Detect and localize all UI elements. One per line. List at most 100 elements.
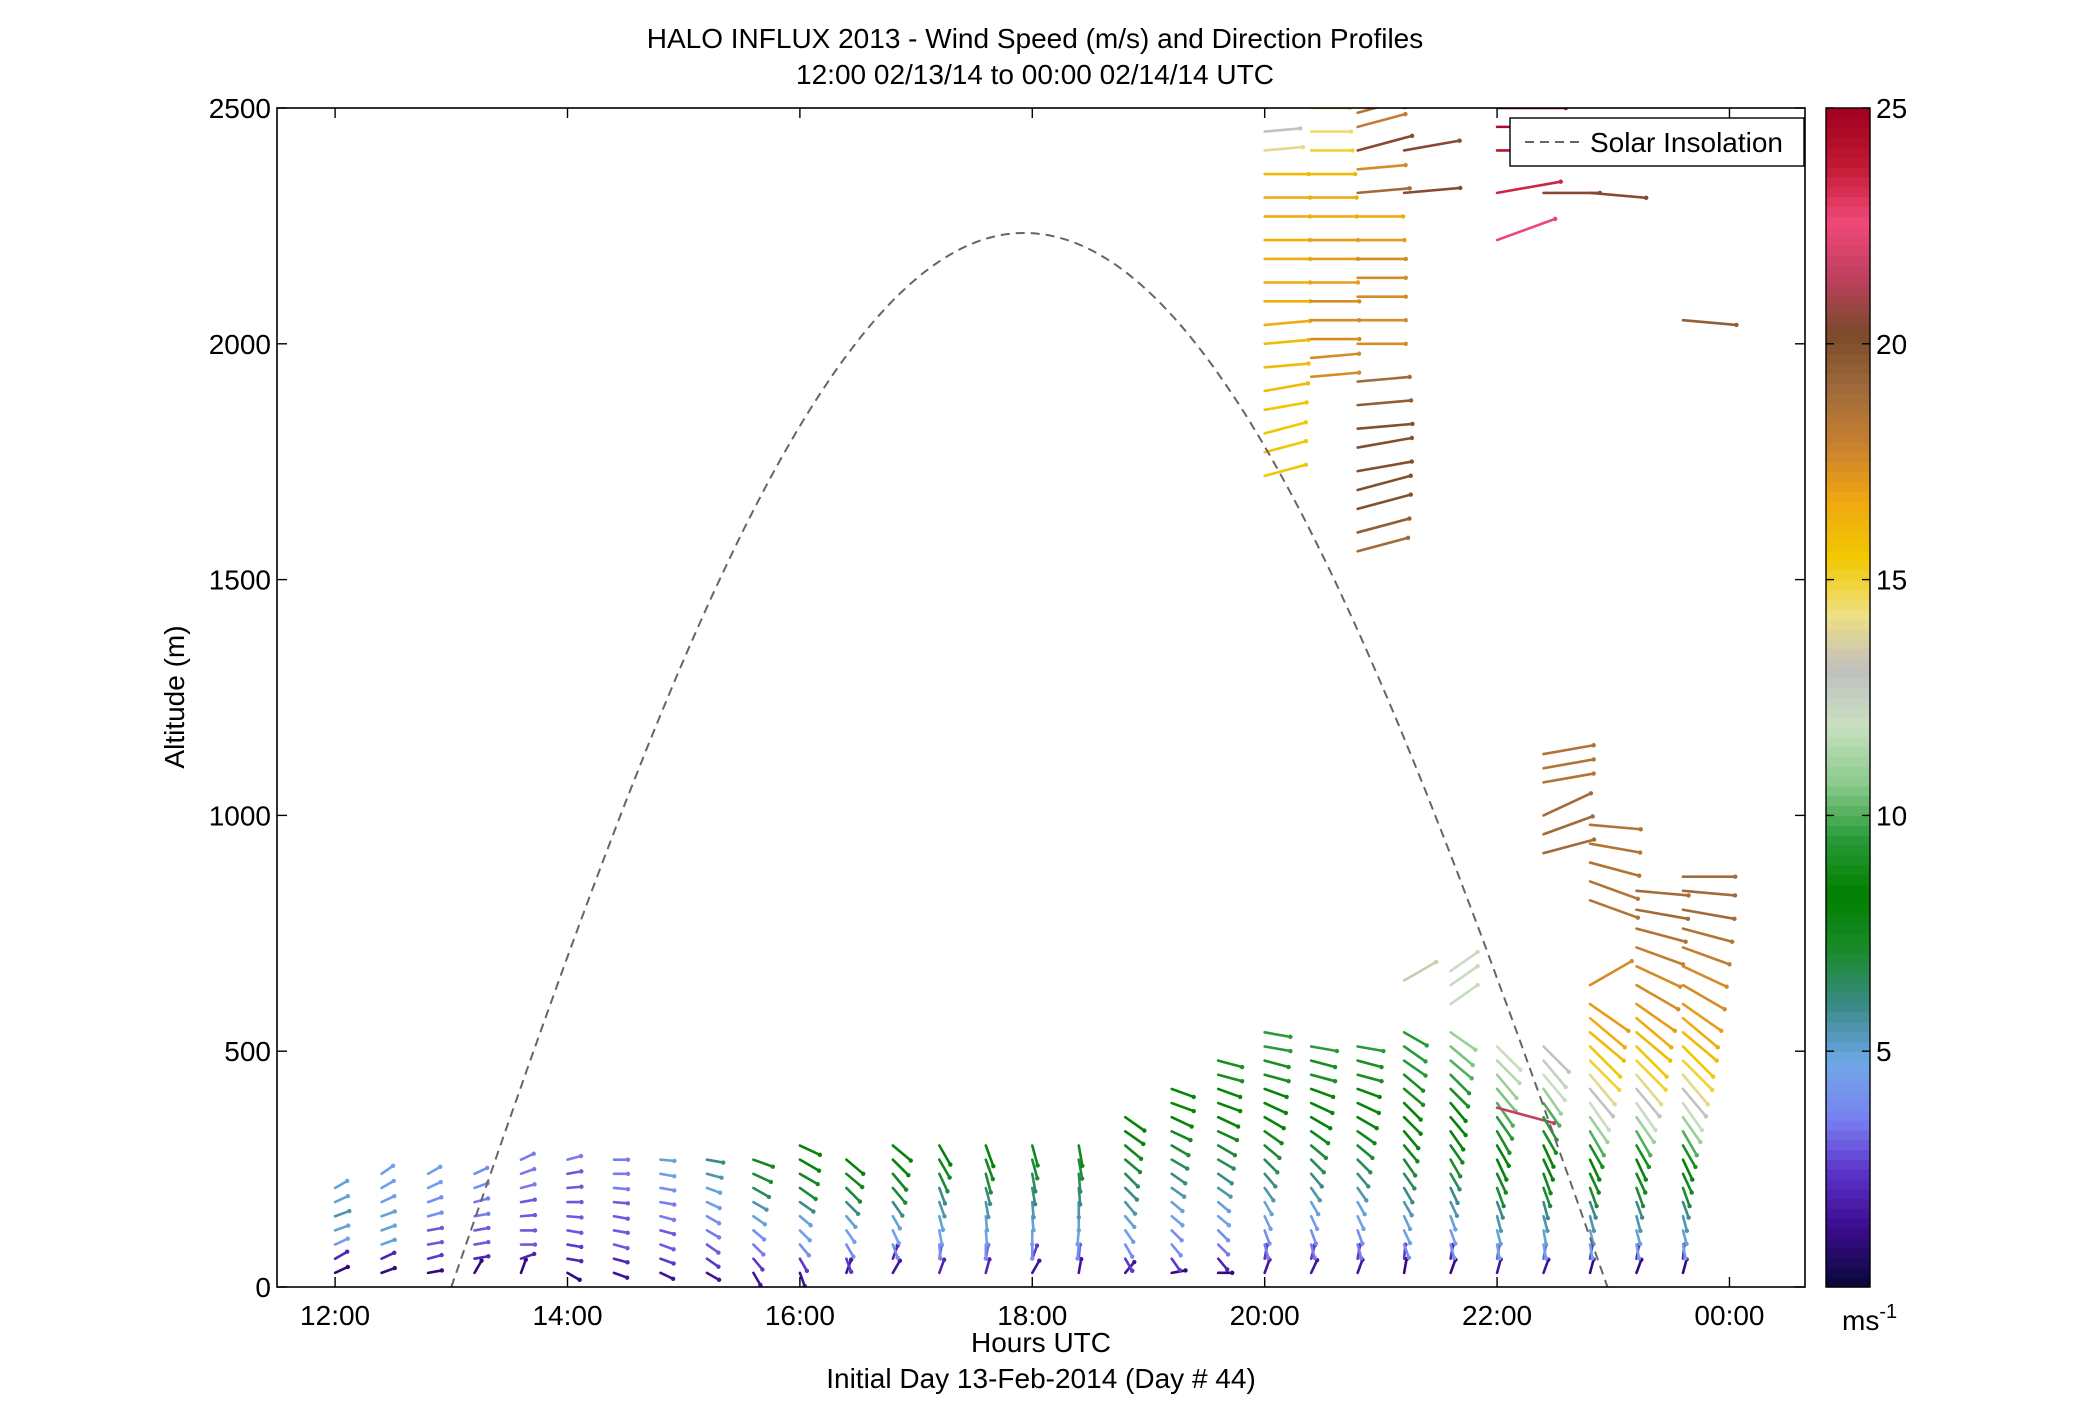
- wind-vector: [612, 1257, 629, 1264]
- x-tick-label: 18:00: [997, 1300, 1067, 1331]
- wind-vector-head: [987, 1257, 992, 1262]
- wind-vector: [891, 1172, 908, 1191]
- wind-vector: [380, 1251, 396, 1261]
- wind-vector-head: [347, 1208, 352, 1214]
- wind-vector: [333, 1250, 349, 1261]
- wind-vector: [1170, 1214, 1184, 1227]
- colorbar-band: [1826, 569, 1870, 581]
- wind-vector: [1635, 1229, 1642, 1246]
- colorbar-band: [1826, 255, 1870, 266]
- wind-vector-head: [1239, 1064, 1245, 1070]
- wind-vector-head: [766, 1194, 772, 1200]
- colorbar-band: [1826, 815, 1870, 826]
- wind-vector: [1356, 1115, 1378, 1130]
- wind-vector-head: [1079, 1176, 1085, 1181]
- wind-vector: [1681, 1045, 1715, 1078]
- wind-vector: [426, 1226, 444, 1232]
- wind-vector: [1542, 743, 1595, 756]
- wind-vector: [1588, 191, 1648, 200]
- wind-vector: [1588, 1115, 1609, 1144]
- wind-vector: [1681, 1243, 1687, 1260]
- wind-vector: [798, 1172, 820, 1186]
- wind-vector-head: [1288, 1048, 1293, 1054]
- colorbar-band: [1826, 1169, 1870, 1180]
- wind-vector-head: [768, 1179, 774, 1185]
- y-tick-label: 0: [255, 1272, 271, 1303]
- wind-vector: [1681, 1101, 1704, 1132]
- wind-vector-head: [1130, 1268, 1135, 1274]
- wind-vector-head: [855, 1211, 861, 1216]
- wind-vector-head: [1328, 1126, 1333, 1131]
- wind-vector-head: [1558, 179, 1563, 184]
- colorbar-band: [1826, 1208, 1870, 1219]
- wind-vector: [1635, 1045, 1668, 1078]
- wind-vector-head: [1275, 1170, 1280, 1175]
- wind-vector-head: [1626, 1028, 1631, 1034]
- wind-vector: [1588, 1158, 1601, 1181]
- wind-vector: [752, 1214, 767, 1226]
- wind-vector-head: [1606, 1127, 1612, 1133]
- wind-vector: [798, 1271, 806, 1287]
- wind-vector: [473, 1166, 489, 1176]
- colorbar-band: [1826, 599, 1870, 610]
- wind-vector-head: [625, 1201, 631, 1206]
- wind-vector-head: [392, 1193, 397, 1199]
- wind-vector-head: [1364, 1198, 1369, 1203]
- wind-vector: [984, 1229, 989, 1246]
- wind-vector: [705, 1158, 725, 1164]
- colorbar-band: [1826, 628, 1870, 640]
- wind-vector-head: [1303, 439, 1309, 444]
- colorbar-band: [1826, 638, 1870, 649]
- wind-vector: [1263, 1243, 1270, 1260]
- wind-vector-head: [1178, 1253, 1183, 1258]
- wind-vector-head: [807, 1238, 812, 1243]
- wind-vector-head: [1273, 1184, 1278, 1189]
- wind-vector: [1216, 1087, 1242, 1099]
- colorbar-band: [1826, 510, 1870, 522]
- wind-vector-head: [1694, 1152, 1699, 1158]
- wind-vector: [333, 1265, 350, 1275]
- wind-vector: [1635, 1101, 1657, 1132]
- wind-vector-head: [1268, 1226, 1273, 1232]
- wind-vector-head: [1517, 1080, 1522, 1086]
- wind-vector: [1170, 1186, 1186, 1198]
- wind-vector-head: [1075, 1242, 1080, 1247]
- wind-vector-head: [1183, 1181, 1188, 1186]
- wind-vector: [1635, 1200, 1644, 1219]
- wind-vector: [1495, 1229, 1502, 1246]
- wind-vector-head: [1362, 1212, 1367, 1217]
- wind-vector: [1495, 1200, 1505, 1219]
- wind-vector: [1635, 1087, 1661, 1118]
- wind-vector: [1263, 1200, 1273, 1216]
- wind-vector: [659, 1229, 676, 1236]
- wind-vector: [1588, 880, 1640, 901]
- wind-vector-head: [1352, 171, 1358, 177]
- wind-vector: [1635, 1172, 1647, 1194]
- wind-vector-head: [1368, 1170, 1373, 1175]
- wind-vector: [1123, 1115, 1146, 1132]
- colorbar-band: [1826, 687, 1870, 699]
- wind-vector-head: [439, 1210, 444, 1215]
- wind-vector: [938, 1186, 947, 1205]
- colorbar-band: [1826, 972, 1870, 984]
- chart-title: HALO INFLUX 2013 - Wind Speed (m/s) and …: [647, 23, 1424, 54]
- wind-vector-head: [1497, 1256, 1502, 1261]
- wind-vector-head: [1267, 1241, 1272, 1246]
- wind-vector: [1495, 1045, 1522, 1072]
- colorbar-band: [1826, 314, 1870, 325]
- wind-vector-head: [392, 1209, 397, 1214]
- wind-vector: [1402, 139, 1461, 152]
- wind-vector: [473, 1259, 483, 1275]
- colorbar-band: [1826, 235, 1870, 247]
- wind-vector-head: [1403, 294, 1408, 299]
- wind-vector: [1263, 1031, 1292, 1039]
- wind-vector-head: [1420, 1088, 1426, 1093]
- wind-vector-head: [345, 1236, 350, 1241]
- wind-vector: [1356, 108, 1381, 115]
- wind-vector-head: [1286, 1064, 1291, 1070]
- wind-vector-head: [1132, 1259, 1137, 1265]
- wind-vector-head: [817, 1152, 823, 1158]
- wind-vector: [1123, 1144, 1143, 1161]
- wind-vector-head: [1463, 1132, 1468, 1138]
- wind-vector-head: [1557, 1123, 1562, 1128]
